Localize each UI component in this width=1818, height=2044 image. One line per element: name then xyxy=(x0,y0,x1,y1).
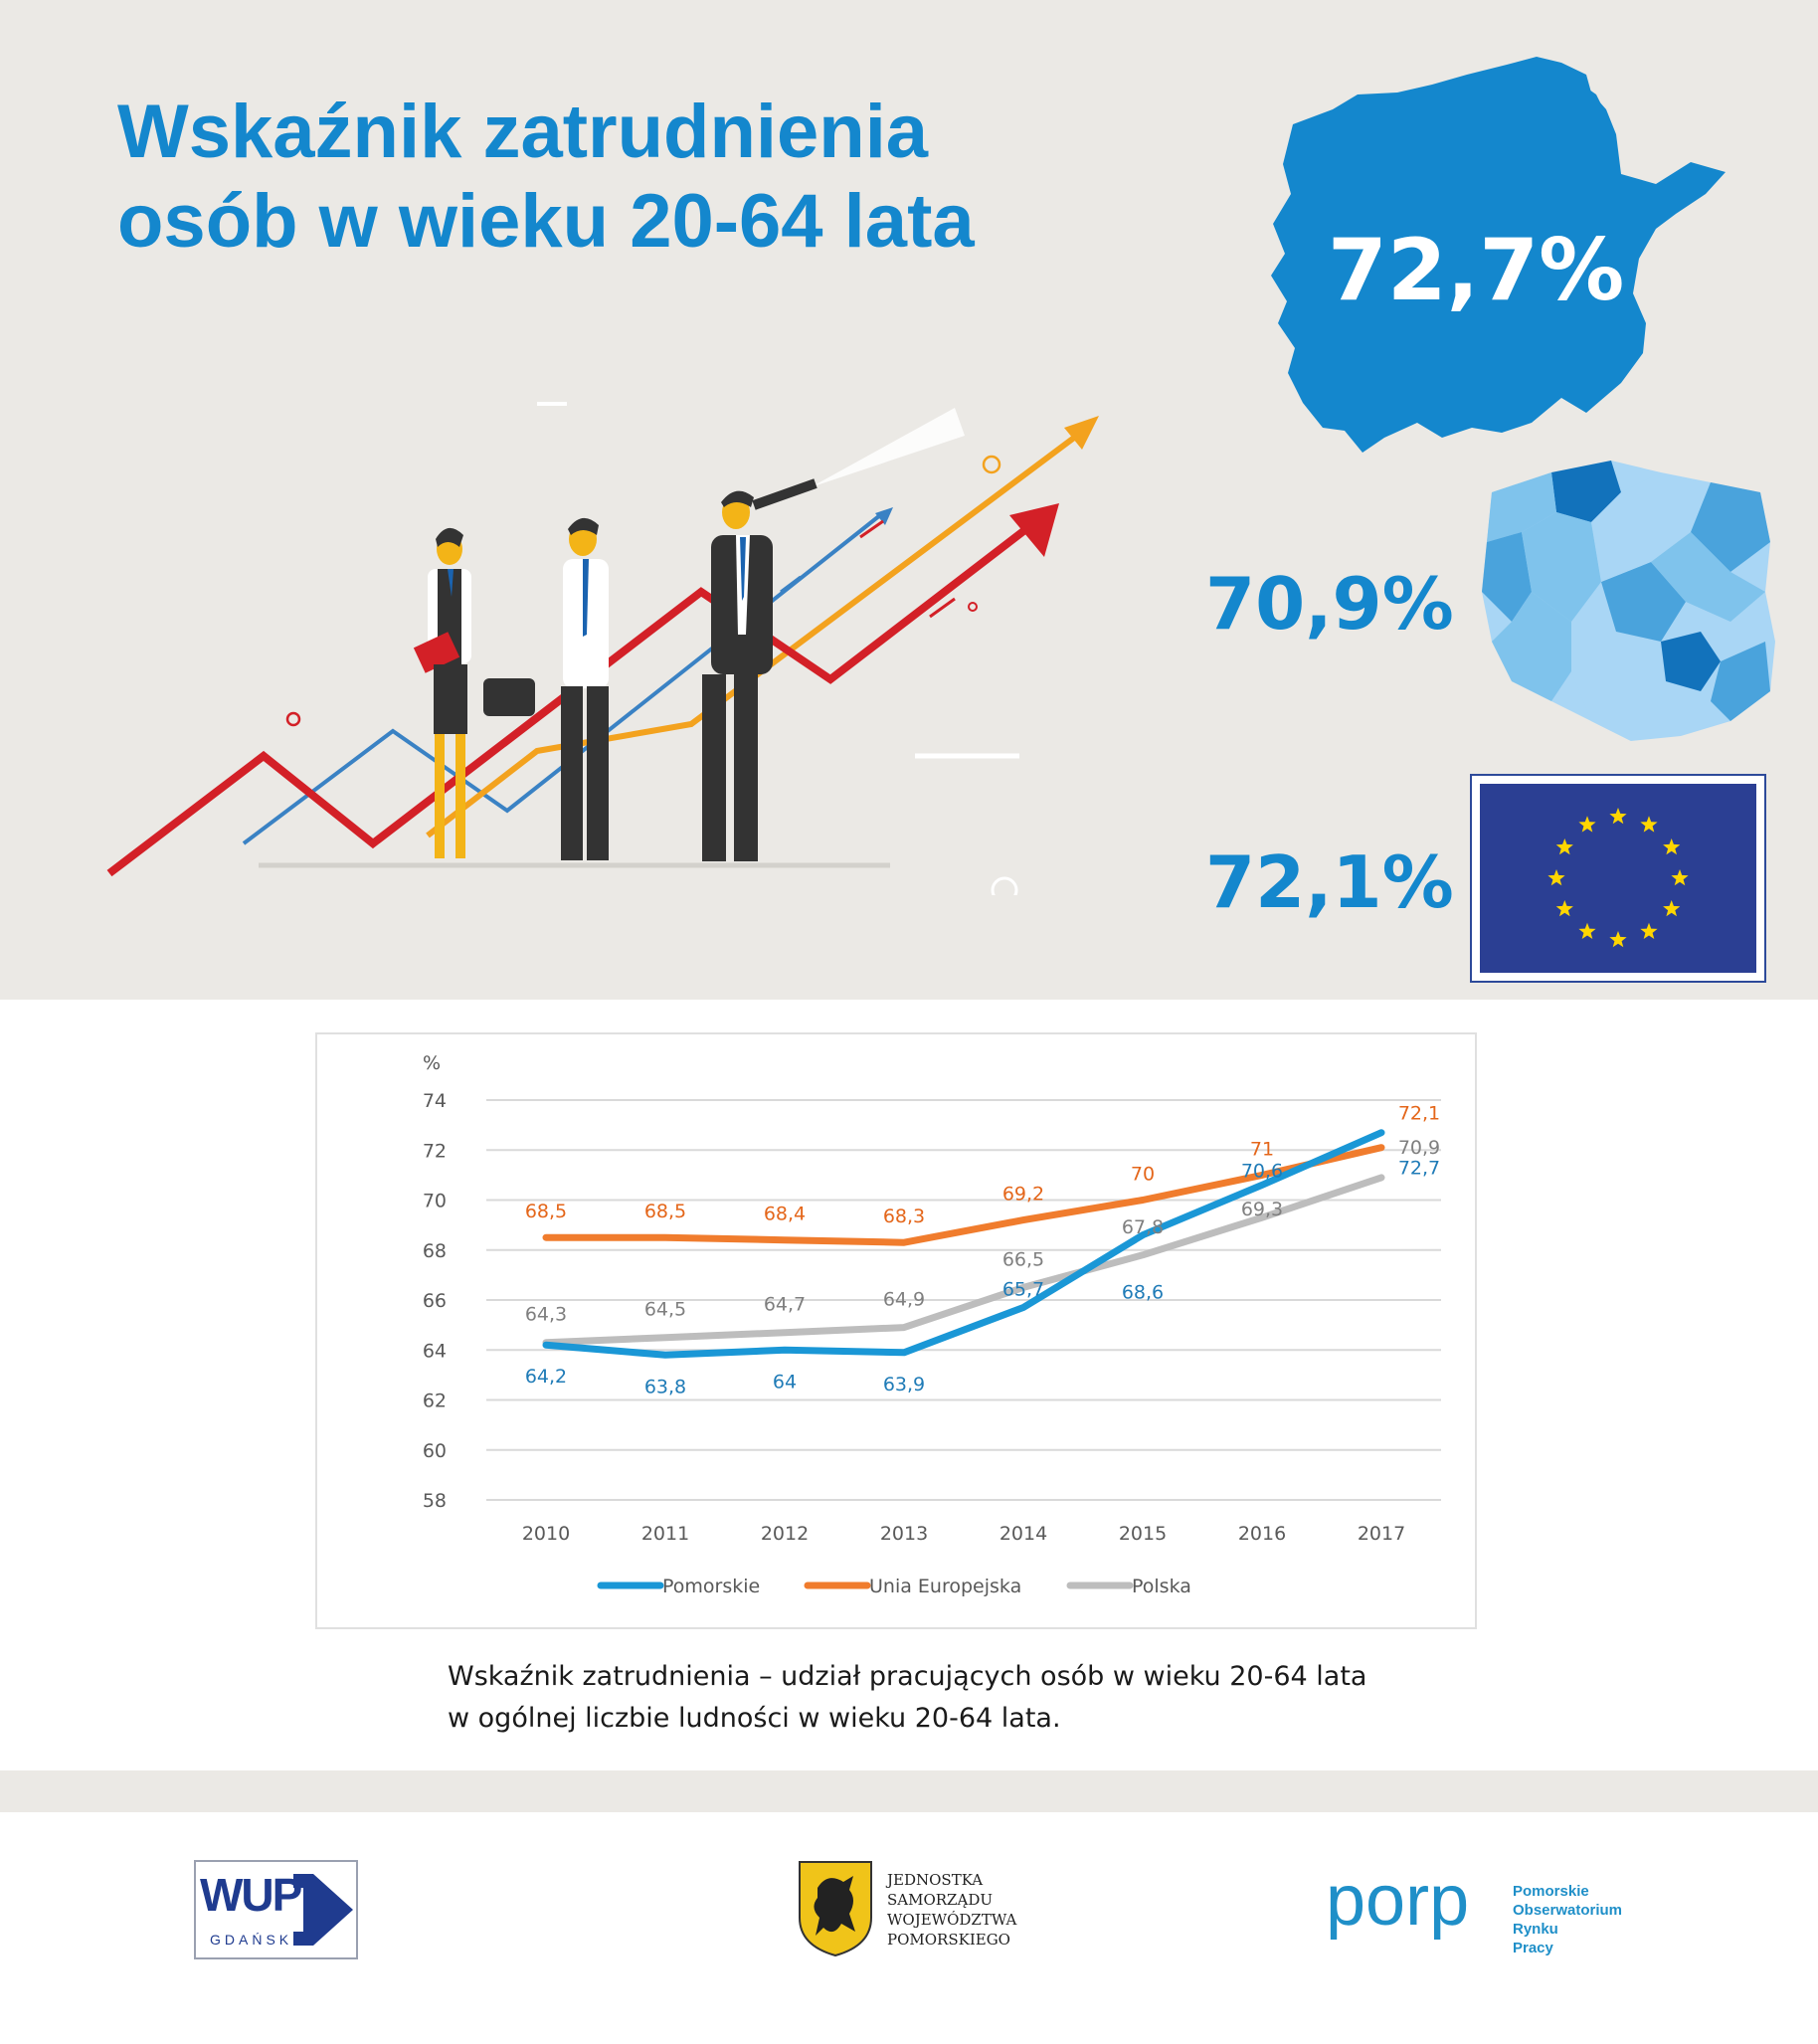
page-title: Wskaźnik zatrudnienia osób w wieku 20-64… xyxy=(117,90,975,264)
eu-star-icon xyxy=(1640,816,1658,833)
data-label: 64,9 xyxy=(883,1289,925,1311)
data-label: 67,8 xyxy=(1122,1216,1164,1238)
eu-star-icon xyxy=(1671,869,1689,886)
x-tick-label: 2013 xyxy=(880,1523,928,1545)
footer-divider xyxy=(0,1770,1818,1812)
data-label: 64 xyxy=(773,1371,797,1393)
y-tick-label: 72 xyxy=(423,1140,447,1162)
data-label: 68,6 xyxy=(1122,1282,1164,1304)
hero-section: Wskaźnik zatrudnienia osób w wieku 20-64… xyxy=(0,0,1818,1000)
x-tick-label: 2012 xyxy=(761,1523,809,1545)
eu-star-icon xyxy=(1578,816,1596,833)
y-tick-label: 74 xyxy=(423,1090,447,1112)
eu-star-icon xyxy=(1555,900,1573,917)
legend-label: Pomorskie xyxy=(662,1576,760,1597)
wup-arrow-icon xyxy=(293,1874,353,1946)
y-tick-label: 62 xyxy=(423,1391,447,1412)
data-label: 70,6 xyxy=(1241,1160,1283,1182)
y-axis-ticks: 58 60 62 64 66 68 70 72 74 xyxy=(423,1090,447,1512)
data-label: 70,9 xyxy=(1398,1137,1440,1159)
x-tick-label: 2016 xyxy=(1238,1523,1286,1545)
employment-rate-chart: 58 60 62 64 66 68 70 72 74 2010 2011 2012 2013 2014 2… xyxy=(315,1032,1477,1629)
eu-star-icon xyxy=(1578,922,1596,939)
x-tick-label: 2010 xyxy=(522,1523,570,1545)
y-tick-label: 60 xyxy=(423,1440,447,1462)
y-tick-label: 64 xyxy=(423,1340,447,1362)
wup-logo[interactable]: WUP GDAŃSK xyxy=(194,1860,358,1959)
series-line-polska xyxy=(542,1174,1385,1347)
pomorskie-percentage: 72,7% xyxy=(1328,221,1625,320)
data-label: 64,7 xyxy=(764,1294,806,1316)
legend-label: Polska xyxy=(1132,1576,1191,1597)
eu-star-icon xyxy=(1663,900,1681,917)
y-tick-label: 70 xyxy=(423,1191,447,1212)
data-label: 68,5 xyxy=(644,1201,686,1222)
data-label: 63,8 xyxy=(644,1376,686,1397)
pomorskie-map-icon xyxy=(1271,57,1726,453)
chart-grid xyxy=(486,1099,1441,1501)
data-label: 64,3 xyxy=(525,1304,567,1326)
data-label: 69,2 xyxy=(1002,1184,1044,1206)
x-tick-label: 2017 xyxy=(1358,1523,1405,1545)
eu-star-icon xyxy=(1663,838,1681,855)
eu-flag-icon xyxy=(1470,774,1766,983)
eu-star-icon xyxy=(1609,808,1627,825)
data-label: 68,5 xyxy=(525,1201,567,1222)
data-label: 69,3 xyxy=(1241,1199,1283,1220)
eu-star-icon xyxy=(1547,869,1565,886)
x-tick-label: 2014 xyxy=(1000,1523,1047,1545)
y-axis-label: % xyxy=(423,1052,441,1074)
x-tick-label: 2011 xyxy=(641,1523,689,1545)
data-labels: 64,2 63,8 64 63,9 65,7 68,6 70,6 72,7 68,5 68,5 68… xyxy=(525,1103,1440,1398)
data-label: 64,2 xyxy=(525,1366,567,1388)
data-label: 68,4 xyxy=(764,1204,806,1225)
eu-star-icon xyxy=(1640,922,1658,939)
eu-star-icon xyxy=(1609,931,1627,948)
data-label: 64,5 xyxy=(644,1299,686,1321)
data-label: 72,1 xyxy=(1398,1103,1440,1125)
data-label: 71 xyxy=(1250,1138,1274,1160)
polska-percentage: 70,9% xyxy=(1205,562,1454,646)
eu-percentage: 72,1% xyxy=(1205,840,1454,924)
data-label: 70 xyxy=(1131,1164,1155,1186)
series-line-pomorskie xyxy=(542,1129,1385,1359)
series-line-unia-europejska xyxy=(542,1144,1385,1246)
legend-label: Unia Europejska xyxy=(869,1576,1021,1597)
y-tick-label: 66 xyxy=(423,1290,447,1312)
x-tick-label: 2015 xyxy=(1119,1523,1167,1545)
jsw-logo[interactable]: JEDNOSTKA SAMORZĄDU WOJEWÓDZTWA POMORSKI… xyxy=(796,1858,1034,1963)
data-label: 65,7 xyxy=(1002,1279,1044,1301)
poland-map-icon xyxy=(1482,461,1775,741)
chart-legend: Pomorskie Unia Europejska Polska xyxy=(597,1576,1191,1597)
data-label: 72,7 xyxy=(1398,1158,1440,1180)
data-label: 68,3 xyxy=(883,1206,925,1227)
data-label: 63,9 xyxy=(883,1374,925,1395)
data-label: 66,5 xyxy=(1002,1248,1044,1270)
eu-star-icon xyxy=(1555,838,1573,855)
y-tick-label: 58 xyxy=(423,1490,447,1512)
griffin-coat-of-arms-icon xyxy=(799,1861,872,1957)
business-growth-illustration xyxy=(106,402,1099,895)
chart-caption: Wskaźnik zatrudnienia – udział pracujący… xyxy=(448,1661,1367,1734)
chart-series xyxy=(542,1129,1385,1359)
y-tick-label: 68 xyxy=(423,1240,447,1262)
x-axis-ticks: 2010 2011 2012 2013 2014 2015 2016 2017 xyxy=(522,1523,1405,1545)
porp-logo[interactable]: porp Pomorskie Obserwatorium Rynku Pracy xyxy=(1326,1861,1623,1956)
